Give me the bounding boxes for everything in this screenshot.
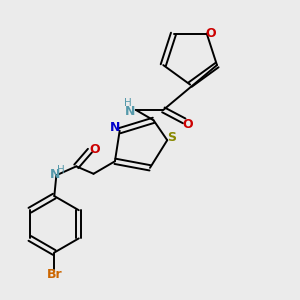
Text: H: H: [124, 98, 131, 108]
Text: N: N: [50, 168, 61, 181]
Text: S: S: [167, 131, 176, 144]
Text: N: N: [125, 105, 136, 118]
Text: N: N: [110, 121, 120, 134]
Text: O: O: [89, 143, 100, 156]
Text: Br: Br: [46, 268, 62, 281]
Text: O: O: [183, 118, 194, 131]
Text: H: H: [57, 165, 65, 175]
Text: O: O: [205, 27, 216, 40]
